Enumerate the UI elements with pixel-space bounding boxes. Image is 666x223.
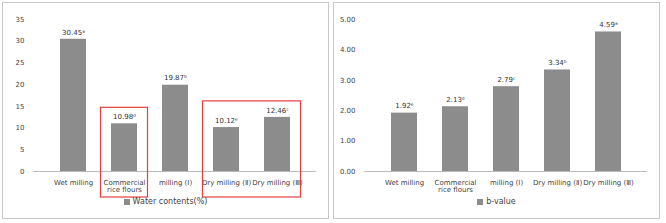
svg-text:milling (Ⅰ): milling (Ⅰ) bbox=[159, 179, 192, 187]
svg-text:Dry milling (Ⅲ): Dry milling (Ⅲ) bbox=[252, 179, 303, 187]
svg-text:1.00: 1.00 bbox=[340, 137, 356, 145]
svg-text:milling (Ⅰ): milling (Ⅰ) bbox=[490, 179, 523, 187]
svg-text:3.34ᵇ: 3.34ᵇ bbox=[548, 59, 567, 67]
svg-text:5: 5 bbox=[20, 146, 24, 154]
svg-text:10: 10 bbox=[16, 124, 25, 132]
svg-text:2.79ᶜ: 2.79ᶜ bbox=[497, 76, 516, 84]
html-text:Water contents(%): Water contents(%) bbox=[132, 197, 208, 206]
svg-text:10.98ᵈ: 10.98ᵈ bbox=[113, 113, 136, 121]
svg-text:2.13ᵈ: 2.13ᵈ bbox=[446, 96, 465, 104]
svg-text:Wet milling: Wet milling bbox=[54, 179, 93, 187]
svg-text:Commercialrice flours: Commercialrice flours bbox=[104, 179, 146, 194]
svg-text:2.00: 2.00 bbox=[340, 107, 356, 115]
svg-text:Dry milling (Ⅲ): Dry milling (Ⅲ) bbox=[583, 179, 634, 187]
svg-text:20: 20 bbox=[16, 81, 25, 89]
svg-text:19.87ᵇ: 19.87ᵇ bbox=[164, 74, 187, 82]
svg-text:10.12ᵉ: 10.12ᵉ bbox=[215, 117, 238, 125]
svg-text:3.00: 3.00 bbox=[340, 77, 356, 85]
html-text:b-value: b-value bbox=[486, 197, 516, 206]
svg-text:Wet milling: Wet milling bbox=[385, 179, 424, 187]
svg-text:4.59ᵃ: 4.59ᵃ bbox=[599, 21, 618, 29]
svg-text:Commercialrice flours: Commercialrice flours bbox=[435, 179, 477, 194]
svg-text:4.00: 4.00 bbox=[340, 46, 356, 54]
svg-text:30: 30 bbox=[16, 37, 25, 45]
svg-text:35: 35 bbox=[16, 16, 25, 24]
svg-text:15: 15 bbox=[16, 103, 25, 111]
svg-text:0: 0 bbox=[20, 168, 24, 176]
svg-text:0.00: 0.00 bbox=[340, 168, 356, 176]
svg-text:Dry milling (Ⅱ): Dry milling (Ⅱ) bbox=[533, 179, 583, 187]
svg-text:25: 25 bbox=[16, 59, 25, 67]
svg-text:30.45ᵃ: 30.45ᵃ bbox=[62, 28, 85, 36]
svg-text:Dry milling (Ⅱ): Dry milling (Ⅱ) bbox=[202, 179, 252, 187]
svg-text:1.92ᵉ: 1.92ᵉ bbox=[395, 102, 414, 110]
svg-text:12.46ᶜ: 12.46ᶜ bbox=[266, 107, 289, 115]
svg-text:5.00: 5.00 bbox=[340, 16, 356, 24]
